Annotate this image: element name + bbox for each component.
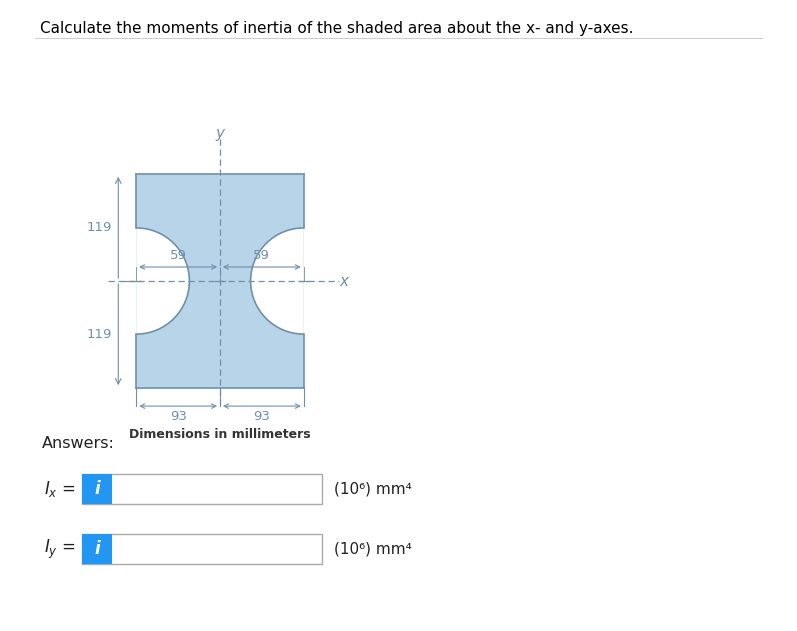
Text: i: i [94, 480, 100, 498]
Text: Dimensions in millimeters: Dimensions in millimeters [129, 428, 311, 441]
Text: Answers:: Answers: [42, 436, 115, 451]
Text: $I_x$ =: $I_x$ = [44, 479, 76, 499]
Text: y: y [215, 126, 225, 141]
Bar [82, 534, 112, 564]
Text: 59: 59 [170, 249, 186, 262]
Text: 93: 93 [170, 410, 186, 423]
Bar [82, 474, 322, 504]
Text: (10⁶) mm⁴: (10⁶) mm⁴ [334, 481, 412, 497]
Text: 119: 119 [87, 221, 112, 234]
Wedge shape [250, 228, 304, 334]
Text: 93: 93 [253, 410, 270, 423]
Wedge shape [136, 228, 190, 334]
Text: i: i [94, 540, 100, 558]
Text: $I_y$ =: $I_y$ = [44, 538, 76, 560]
Bar [136, 174, 304, 388]
Text: Calculate the moments of inertia of the shaded area about the x- and y-axes.: Calculate the moments of inertia of the … [40, 21, 634, 36]
Text: 119: 119 [87, 328, 112, 341]
Bar [82, 474, 112, 504]
Bar [82, 534, 322, 564]
Text: x: x [340, 273, 348, 288]
Text: (10⁶) mm⁴: (10⁶) mm⁴ [334, 541, 412, 557]
Text: 59: 59 [253, 249, 270, 262]
